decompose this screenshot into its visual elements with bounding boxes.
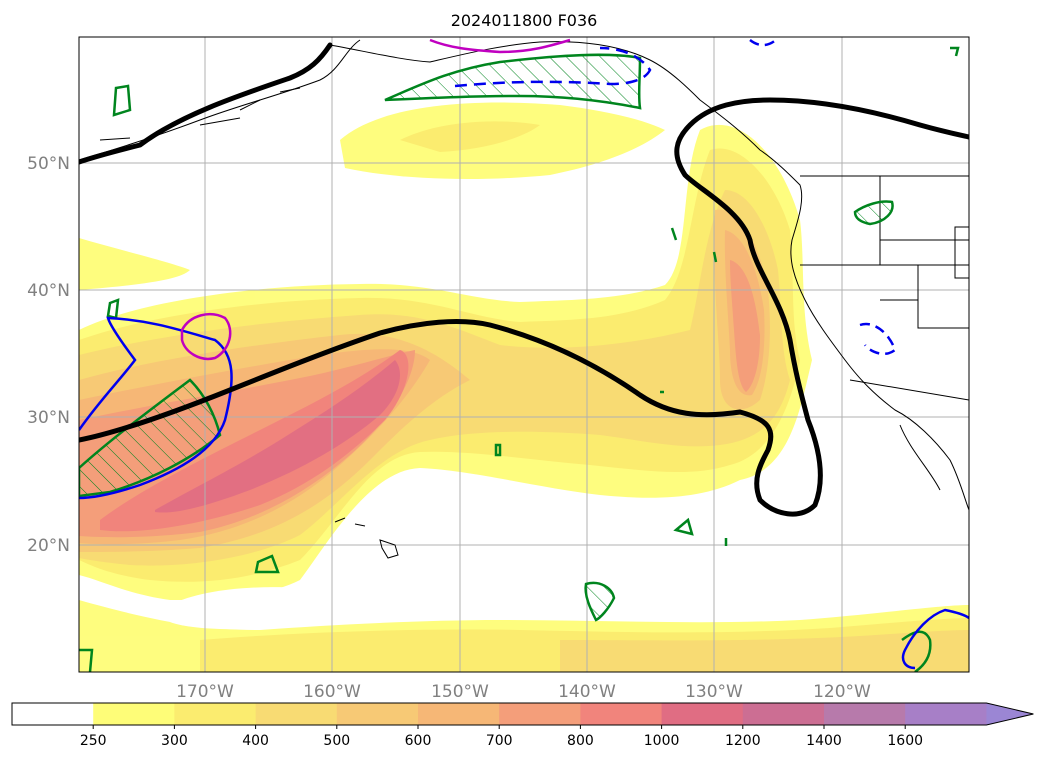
lon-label: 130°W xyxy=(685,682,743,702)
blue-contours xyxy=(79,37,969,670)
colorbar-tick-label: 1600 xyxy=(887,733,923,749)
figure-title: 2024011800 F036 xyxy=(451,11,598,30)
colorbar-tick-label: 700 xyxy=(486,733,513,749)
map-frame xyxy=(78,36,970,673)
lat-label: 30°N xyxy=(27,408,70,428)
colorbar-segment xyxy=(174,703,257,725)
colorbar-tick-label: 400 xyxy=(242,733,269,749)
magenta-contours xyxy=(180,38,571,361)
colorbar-segment xyxy=(824,703,906,725)
colorbar-segment xyxy=(742,703,825,725)
map-panel xyxy=(79,37,969,672)
shading-1000-1200 xyxy=(155,360,400,513)
colorbar-segment xyxy=(12,703,94,725)
lat-label: 50°N xyxy=(27,154,70,174)
colorbar-tick-label: 1000 xyxy=(644,733,680,749)
colorbar-tick-label: 800 xyxy=(567,733,594,749)
colorbar-segment xyxy=(499,703,581,725)
shading-800-1000 xyxy=(100,350,409,532)
lon-label: 160°W xyxy=(303,682,361,702)
lat-label: 40°N xyxy=(27,281,70,301)
colorbar-tick-label: 500 xyxy=(323,733,350,749)
colorbar-tick-label: 1400 xyxy=(806,733,842,749)
colorbar-segment xyxy=(418,703,500,725)
colorbar-tick-label: 300 xyxy=(161,733,188,749)
lat-label: 20°N xyxy=(27,536,70,556)
colorbar-segment xyxy=(661,703,744,725)
colorbar-segment xyxy=(580,703,663,725)
colorbar-outline xyxy=(11,702,1034,726)
longitude-labels: 170°W 160°W 150°W 140°W 130°W 120°W xyxy=(176,682,871,702)
lon-label: 140°W xyxy=(558,682,616,702)
black-contour xyxy=(79,42,969,517)
gridlines xyxy=(79,37,969,672)
colorbar-segment xyxy=(93,703,175,725)
colorbar-tick-label: 250 xyxy=(80,733,107,749)
colorbar-extend-arrow xyxy=(986,703,1034,725)
colorbar-tick-label: 600 xyxy=(405,733,432,749)
colorbar-segment xyxy=(336,703,419,725)
colorbar-segment xyxy=(255,703,338,725)
colorbar: 250 300 400 500 600 700 800 1000 1200 1400 1600 xyxy=(11,702,1034,749)
colorbar-tick-label: 1200 xyxy=(725,733,761,749)
lon-label: 120°W xyxy=(813,682,871,702)
colorbar-segment xyxy=(905,703,987,725)
latitude-labels: 50°N 40°N 30°N 20°N xyxy=(27,154,70,556)
lon-label: 170°W xyxy=(176,682,234,702)
lon-label: 150°W xyxy=(431,682,489,702)
